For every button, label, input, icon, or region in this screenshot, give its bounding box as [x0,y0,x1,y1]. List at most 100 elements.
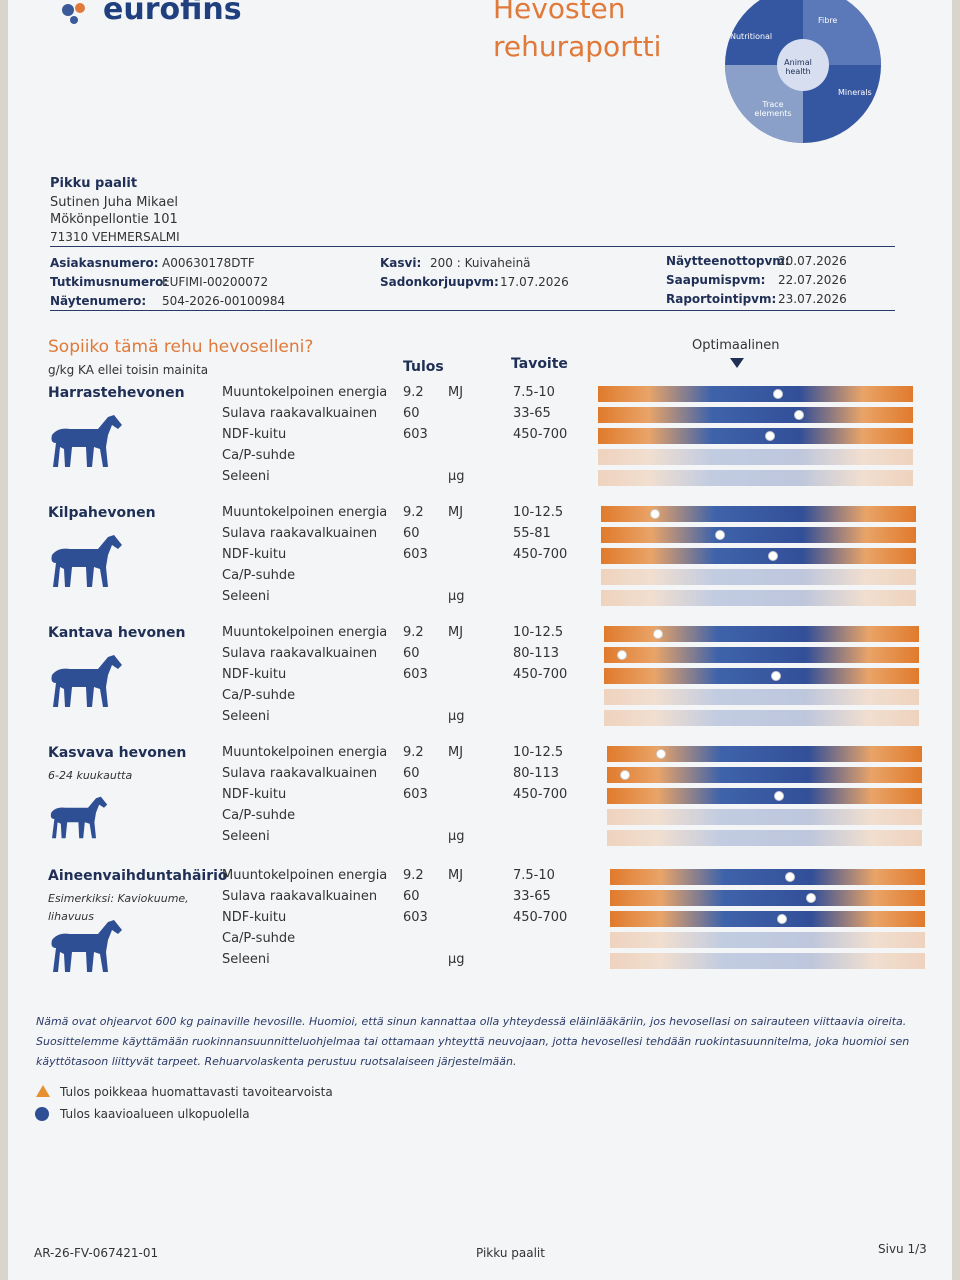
bar [598,386,913,402]
row-label: Sulava raakavalkuainen [222,766,378,781]
bar [604,668,919,684]
legend-item: Tulos kaavioalueen ulkopuolella [60,1107,250,1121]
row-label: Muuntokelpoinen energia [222,745,388,760]
target: 80-113 [513,646,560,661]
bar [610,932,925,948]
result-marker [764,431,775,441]
bar [604,710,919,726]
result: 60 [403,646,420,661]
row-label: Ca/P-suhde [222,688,296,703]
row-label: NDF-kuitu [222,667,287,682]
note: Nämä ovat ohjearvot 600 kg painaville he… [36,1015,910,1068]
customer-person: Sutinen Juha Mikael [50,195,178,210]
result: 60 [403,889,420,904]
optimal: Optimaalinen [692,338,780,353]
rule [50,310,895,311]
row-label: Muuntokelpoinen energia [222,625,388,640]
target: 10-12.5 [513,745,564,760]
row-label: Seleeni [222,709,270,724]
unit: MJ [448,868,464,883]
outside-icon [35,1107,49,1121]
result: 9.2 [403,868,424,883]
puzzle-label: Animal health [784,58,812,76]
puzzle [725,0,881,143]
bar [607,788,922,804]
row-label: Sulava raakavalkuainen [222,526,378,541]
result: 9.2 [403,385,424,400]
info-label: Saapumispvm: [666,273,766,287]
row-label: NDF-kuitu [222,787,287,802]
result-marker [650,509,661,519]
unit-note: g/kg KA ellei toisin mainita [48,363,209,377]
info-label: Näytenumero: [50,294,147,308]
row-label: Seleeni [222,469,270,484]
bar [598,407,913,423]
footer-page: Sivu 1/3 [878,1242,927,1256]
info-label: Näytteenottopvm: [666,254,790,268]
target: 7.5-10 [513,868,555,883]
puzzle-label: Trace elements [754,100,792,118]
puzzle-label: Nutritional [730,32,773,41]
result-marker [653,629,664,639]
bar [610,953,925,969]
info-label: Raportointipvm: [666,292,777,306]
bar [598,428,913,444]
bar [610,911,925,927]
result: 60 [403,406,420,421]
info-value: 504-2026-00100984 [162,294,286,308]
result-marker [776,914,787,924]
info-label: Asiakasnumero: [50,256,159,270]
unit: µg [448,829,465,844]
group-name: Aineenvaihduntahäiriö [48,868,228,884]
row-label: Seleeni [222,829,270,844]
unit: µg [448,952,465,967]
bar [604,626,919,642]
group-name: Harrastehevonen [48,385,185,401]
bar [604,647,919,663]
info-value: EUFIMI-00200072 [162,275,269,289]
target: 450-700 [513,787,568,802]
bar [607,767,922,783]
row-label: NDF-kuitu [222,547,287,562]
result-marker [617,650,628,660]
group-name: Kilpahevonen [48,505,156,521]
info-label: Tutkimusnumero: [50,275,169,289]
title: rehuraportti [493,30,662,63]
row-label: Sulava raakavalkuainen [222,406,378,421]
row-label: Seleeni [222,589,270,604]
result: 603 [403,427,428,442]
bar [601,506,916,522]
row-label: Muuntokelpoinen energia [222,505,388,520]
result-marker [773,791,784,801]
horse-icon [51,535,122,587]
result-marker [805,893,816,903]
bar [607,809,922,825]
target: 450-700 [513,667,568,682]
unit: MJ [448,625,464,640]
bar [607,746,922,762]
result: 9.2 [403,745,424,760]
result: 603 [403,787,428,802]
unit: µg [448,709,465,724]
result: 603 [403,547,428,562]
row-label: Sulava raakavalkuainen [222,646,378,661]
customer-name: Pikku paalit [50,176,138,191]
section-title: Sopiiko tämä rehu hevoselleni? [48,337,314,357]
result-marker [773,389,784,399]
info-value: 200 : Kuivaheinä [430,256,531,270]
group-subtitle: 6-24 kuukautta [48,769,133,782]
row-label: Ca/P-suhde [222,808,296,823]
horse-icon [51,415,122,467]
bar [598,449,913,465]
result-marker [620,770,631,780]
warning-icon [36,1085,50,1097]
row-label: Sulava raakavalkuainen [222,889,378,904]
horse-icon [51,655,122,707]
info-value: 22.07.2026 [778,273,847,287]
target: 10-12.5 [513,505,564,520]
puzzle-label: Fibre [818,16,838,25]
bar [610,890,925,906]
result-marker [767,551,778,561]
target: 33-65 [513,406,551,421]
